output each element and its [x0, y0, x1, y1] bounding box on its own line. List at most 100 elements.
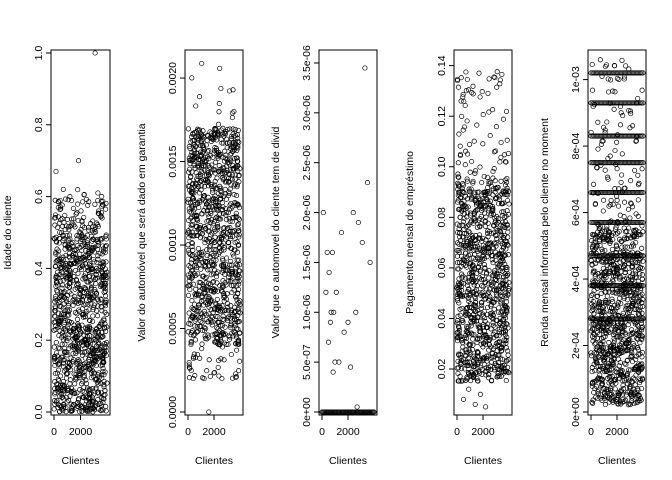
outlier-point: [99, 194, 105, 200]
data-point: [99, 359, 106, 366]
y-tick-label: 3.5e-06: [301, 45, 313, 81]
y-tick-label: 0.0020: [167, 62, 179, 94]
data-point: [82, 337, 88, 343]
data-point: [225, 318, 231, 324]
data-point: [197, 172, 203, 178]
data-point: [80, 394, 86, 401]
data-point: [486, 109, 492, 115]
data-point: [58, 391, 64, 397]
data-point: [190, 281, 196, 287]
data-point: [200, 230, 206, 237]
data-point: [233, 200, 239, 206]
data-point: [81, 374, 87, 380]
data-point: [218, 85, 224, 92]
data-point: [201, 236, 207, 242]
y-tick-label: 0e+00: [570, 397, 582, 427]
data-point: [235, 225, 241, 231]
data-point: [64, 338, 70, 344]
data-point: [203, 237, 209, 243]
data-point: [486, 76, 492, 82]
data-point: [84, 308, 90, 314]
outlier-point: [466, 386, 472, 392]
data-point: [231, 253, 237, 259]
data-point: [217, 249, 223, 255]
data-point: [189, 205, 195, 211]
data-point: [639, 166, 645, 172]
data-point: [80, 312, 86, 318]
data-point: [193, 229, 199, 235]
data-point: [220, 316, 226, 322]
data-point: [86, 227, 92, 233]
data-point: [85, 268, 91, 274]
data-point: [464, 76, 470, 83]
data-point: [79, 408, 85, 414]
data-point: [237, 358, 243, 364]
data-point: [71, 357, 77, 363]
data-point: [223, 129, 229, 135]
data-point: [70, 402, 77, 408]
data-point: [591, 389, 597, 396]
data-point: [189, 75, 195, 81]
data-point: [84, 406, 90, 412]
outlier-point: [472, 401, 478, 407]
data-point: [81, 361, 87, 367]
data-point: [219, 206, 225, 212]
outlier-point: [60, 186, 66, 192]
data-point: [479, 89, 485, 95]
data-point: [74, 233, 80, 239]
data-point: [55, 345, 61, 351]
data-point: [202, 167, 208, 174]
data-point: [186, 217, 192, 223]
data-point: [201, 308, 207, 314]
y-tick-label: 0.02: [436, 359, 448, 380]
data-point: [94, 354, 100, 360]
data-point: [55, 310, 62, 316]
data-point: [229, 176, 235, 183]
data-point: [205, 168, 211, 174]
y-tick-label: 0.12: [436, 106, 448, 127]
data-point: [214, 206, 220, 213]
data-point: [57, 229, 63, 235]
data-point: [201, 193, 207, 199]
data-point: [66, 284, 72, 290]
data-point: [186, 144, 192, 150]
data-point: [479, 283, 485, 289]
data-point: [211, 279, 217, 285]
data-point: [52, 389, 58, 395]
data-point: [75, 217, 81, 224]
data-point: [205, 179, 212, 185]
data-point: [202, 264, 208, 270]
data-point: [81, 332, 87, 338]
data-point: [497, 159, 503, 165]
data-point: [98, 408, 104, 414]
data-point: [228, 269, 234, 275]
data-point: [480, 141, 486, 147]
data-point: [189, 268, 195, 274]
data-point: [494, 69, 500, 75]
data-point: [234, 222, 240, 228]
data-point: [198, 225, 204, 231]
data-point: [87, 273, 93, 279]
data-point: [222, 308, 228, 314]
data-point: [221, 247, 227, 253]
data-point: [462, 162, 468, 168]
data-point: [65, 321, 72, 327]
data-point: [235, 307, 241, 313]
data-point: [103, 277, 109, 283]
data-point: [215, 364, 221, 370]
data-point: [98, 213, 104, 219]
data-point: [102, 246, 108, 253]
data-point: [103, 200, 109, 206]
data-point: [67, 381, 73, 387]
x-axis-label: Clientes: [329, 455, 367, 467]
data-point: [91, 259, 97, 265]
data-point: [218, 195, 224, 201]
data-point: [80, 306, 86, 312]
data-point: [235, 228, 241, 234]
panel-5: 0 2000Clientes0e+002e-044e-046e-048e-041e…: [539, 49, 647, 467]
data-point: [61, 357, 67, 363]
data-point: [208, 272, 214, 278]
data-point: [200, 273, 206, 279]
data-point: [210, 154, 216, 160]
